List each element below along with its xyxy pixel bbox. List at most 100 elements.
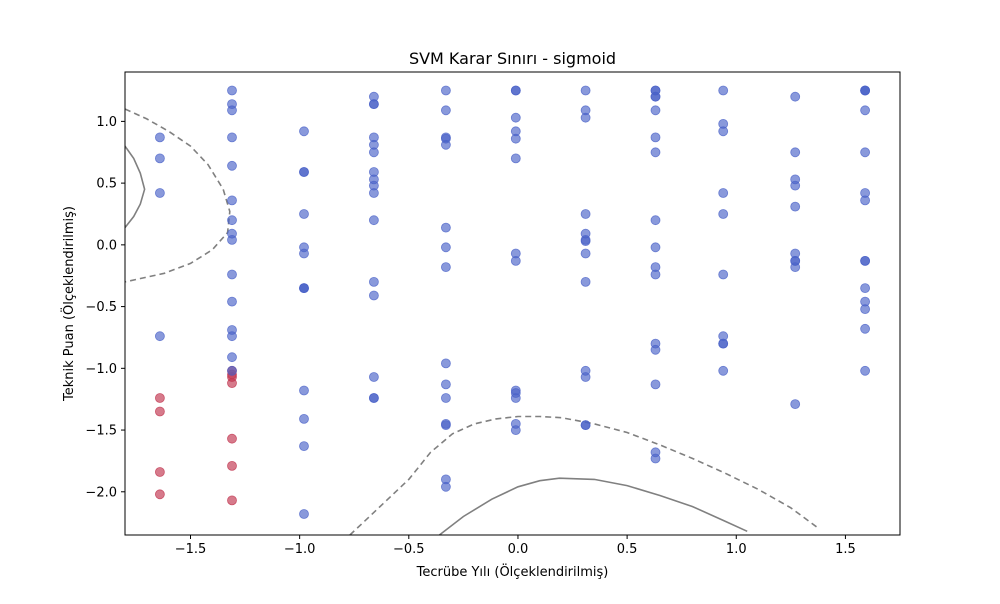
data-point-class-1 <box>790 255 801 266</box>
data-point-class-0 <box>227 495 237 506</box>
data-point-class-1 <box>368 393 379 403</box>
data-point-class-1 <box>580 85 591 96</box>
data-point-class-1 <box>650 242 661 253</box>
data-point-class-1 <box>580 236 591 247</box>
data-point-class-1 <box>860 304 870 315</box>
data-point-class-1 <box>440 418 451 429</box>
data-point-class-1 <box>718 338 729 349</box>
data-point-class-1 <box>368 372 379 382</box>
data-point-class-1 <box>510 388 521 398</box>
margin-line <box>349 415 820 535</box>
data-point-class-1 <box>790 91 801 102</box>
y-tick-label: −1.5 <box>85 424 117 439</box>
data-point-class-1 <box>510 112 521 123</box>
data-point-class-1 <box>227 365 237 376</box>
data-point-class-1 <box>227 352 237 363</box>
y-tick-label: −1.0 <box>85 362 117 377</box>
data-point-class-1 <box>580 248 591 259</box>
data-point-class-1 <box>860 283 870 294</box>
data-point-class-1 <box>580 372 591 382</box>
data-point-class-1 <box>650 132 661 143</box>
data-point-class-1 <box>650 269 661 280</box>
data-point-class-1 <box>368 215 379 226</box>
x-tick-label: −1.0 <box>284 542 316 557</box>
y-tick-label: −0.5 <box>85 300 117 315</box>
y-axis-label: Teknik Puan (Ölçeklendirilmiş) <box>60 206 77 402</box>
data-point-class-1 <box>299 167 309 177</box>
data-point-class-1 <box>650 379 661 390</box>
data-point-class-1 <box>580 209 591 219</box>
data-point-class-1 <box>860 255 870 266</box>
data-point-class-1 <box>650 453 661 464</box>
data-point-class-1 <box>227 160 237 171</box>
data-point-class-1 <box>299 441 309 452</box>
data-point-class-1 <box>718 365 729 376</box>
data-point-class-1 <box>368 276 379 287</box>
data-point-class-1 <box>860 195 870 206</box>
data-point-class-1 <box>368 290 379 301</box>
data-point-class-1 <box>227 105 237 116</box>
data-point-class-1 <box>227 85 237 96</box>
data-point-class-1 <box>510 153 521 164</box>
margin-line <box>125 108 231 283</box>
y-tick-label: 0.0 <box>96 238 117 253</box>
data-point-class-1 <box>440 379 451 390</box>
data-point-class-0 <box>227 433 237 444</box>
data-point-class-1 <box>154 331 165 342</box>
data-point-class-1 <box>299 126 309 137</box>
data-point-class-1 <box>154 153 165 164</box>
data-point-class-1 <box>227 296 237 307</box>
data-point-class-1 <box>440 242 451 253</box>
data-point-class-1 <box>227 215 237 226</box>
decision-boundary-line <box>438 477 748 535</box>
data-point-class-1 <box>299 209 309 219</box>
data-point-class-1 <box>650 105 661 116</box>
data-point-class-0 <box>227 378 237 389</box>
data-point-class-1 <box>440 133 451 144</box>
data-point-class-1 <box>650 344 661 355</box>
data-point-class-1 <box>650 147 661 158</box>
data-point-class-0 <box>154 467 165 477</box>
x-axis: −1.5 −1.0 −0.5 0.0 0.5 1.0 1.5 <box>175 535 856 557</box>
x-tick-label: 1.0 <box>726 542 747 557</box>
y-tick-label: 1.0 <box>96 115 117 130</box>
data-point-class-1 <box>580 112 591 123</box>
data-point-class-1 <box>299 248 309 259</box>
data-point-class-1 <box>718 126 729 137</box>
data-point-class-1 <box>227 331 237 342</box>
data-point-class-1 <box>860 323 870 334</box>
data-point-class-1 <box>650 215 661 226</box>
data-point-class-1 <box>440 481 451 492</box>
data-point-class-1 <box>368 99 379 109</box>
y-axis: −2.0 −1.5 −1.0 −0.5 0.0 0.5 1.0 <box>85 115 125 500</box>
data-point-class-1 <box>790 399 801 410</box>
data-point-class-1 <box>790 147 801 158</box>
x-tick-label: 1.5 <box>835 542 856 557</box>
data-point-class-1 <box>227 269 237 280</box>
data-point-class-0 <box>154 406 165 417</box>
data-point-class-1 <box>790 201 801 212</box>
data-point-class-1 <box>227 195 237 206</box>
data-point-class-1 <box>580 276 591 287</box>
data-point-class-1 <box>299 509 309 519</box>
data-point-class-1 <box>299 413 309 424</box>
data-point-class-1 <box>790 180 801 191</box>
data-point-class-0 <box>227 460 237 471</box>
data-point-class-1 <box>650 85 661 96</box>
data-point-class-1 <box>154 188 165 198</box>
data-point-class-1 <box>368 147 379 158</box>
data-point-class-1 <box>440 262 451 273</box>
points-layer <box>154 85 870 519</box>
plot-frame <box>124 71 901 536</box>
x-tick-label: −0.5 <box>393 542 425 557</box>
data-point-class-1 <box>510 255 521 266</box>
data-point-class-1 <box>299 283 309 294</box>
data-point-class-1 <box>510 425 521 436</box>
data-point-class-1 <box>154 132 165 143</box>
y-tick-label: −2.0 <box>85 485 117 500</box>
data-point-class-1 <box>718 85 729 96</box>
x-tick-label: 0.0 <box>508 542 529 557</box>
